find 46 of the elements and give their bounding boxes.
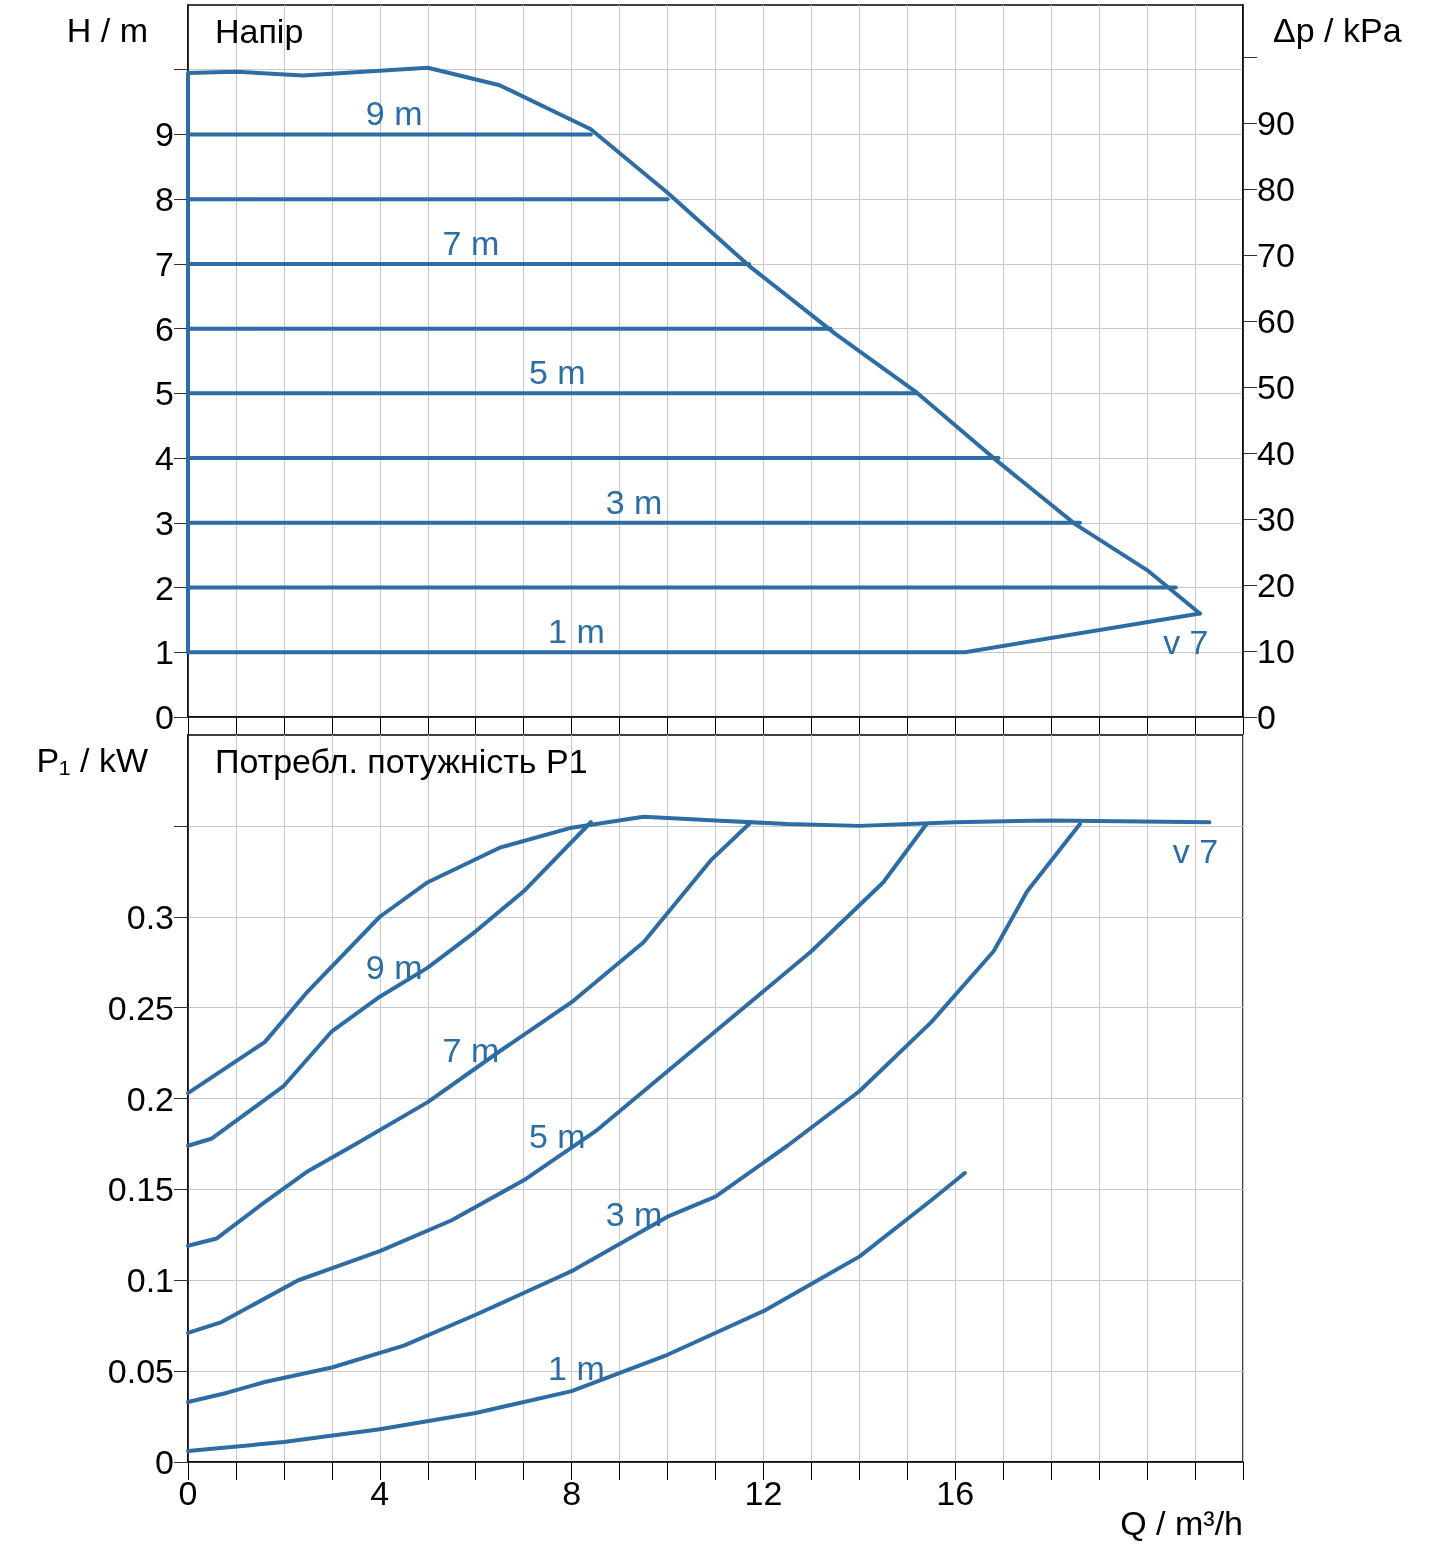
annotation: 7 m bbox=[442, 223, 500, 262]
chart-title: Напір bbox=[215, 12, 304, 50]
y-tick-label: 1 bbox=[155, 633, 174, 672]
y-tick-label: 0.05 bbox=[107, 1352, 174, 1391]
y-tick-label: 4 bbox=[155, 439, 174, 478]
y2-tick-label: 90 bbox=[1257, 104, 1295, 143]
y2-tick-label: 50 bbox=[1257, 368, 1295, 407]
x-tick-label: 4 bbox=[370, 1474, 390, 1512]
y-tick-label: 3 bbox=[155, 503, 174, 542]
y-tick-label: 7 bbox=[155, 244, 174, 283]
series-label: v 7 bbox=[1163, 623, 1209, 662]
y2-tick-label: 30 bbox=[1257, 500, 1295, 539]
x-axis-title: Q / m³/h bbox=[1120, 1504, 1243, 1542]
y2-axis-title: Δp / kPa bbox=[1273, 11, 1402, 49]
annotation: 5 m bbox=[528, 353, 586, 392]
x-tick-label: 8 bbox=[562, 1474, 582, 1512]
y-tick-label: 8 bbox=[155, 180, 174, 219]
x-tick-label: 16 bbox=[936, 1474, 975, 1512]
y-tick-label: 5 bbox=[155, 374, 174, 413]
annotation: 9 m bbox=[365, 94, 423, 133]
y-tick-label: 0 bbox=[155, 1443, 174, 1481]
series-label: v 7 bbox=[1172, 832, 1219, 871]
chart-title: Потребл. потужність P1 bbox=[215, 742, 588, 780]
y2-tick-label: 40 bbox=[1257, 434, 1295, 473]
y2-tick-label: 80 bbox=[1257, 170, 1295, 209]
y-tick-label: 0 bbox=[155, 698, 174, 736]
y2-tick-label: 0 bbox=[1257, 698, 1276, 736]
y-axis-title: P₁ / kW bbox=[36, 741, 148, 779]
annotation: 3 m bbox=[605, 482, 663, 521]
y2-tick-label: 10 bbox=[1257, 632, 1295, 671]
annotation: 1 m bbox=[548, 1349, 605, 1388]
y-tick-label: 0.25 bbox=[107, 988, 174, 1027]
x-tick-label: 0 bbox=[178, 1474, 198, 1512]
y-tick-label: 0.2 bbox=[126, 1079, 174, 1118]
y-tick-label: 0.15 bbox=[107, 1170, 174, 1209]
annotation: 1 m bbox=[548, 612, 605, 651]
y-tick-label: 6 bbox=[155, 309, 174, 348]
y-tick-label: 9 bbox=[155, 115, 174, 154]
y2-tick-label: 20 bbox=[1257, 566, 1295, 605]
y-tick-label: 0.3 bbox=[126, 897, 174, 936]
y2-tick-label: 60 bbox=[1257, 302, 1295, 341]
x-tick-label: 12 bbox=[744, 1474, 783, 1512]
y2-tick-label: 70 bbox=[1257, 236, 1295, 275]
y-tick-label: 0.1 bbox=[126, 1261, 174, 1300]
y-tick-label: 2 bbox=[155, 568, 174, 607]
y-axis-title: H / m bbox=[66, 11, 148, 49]
